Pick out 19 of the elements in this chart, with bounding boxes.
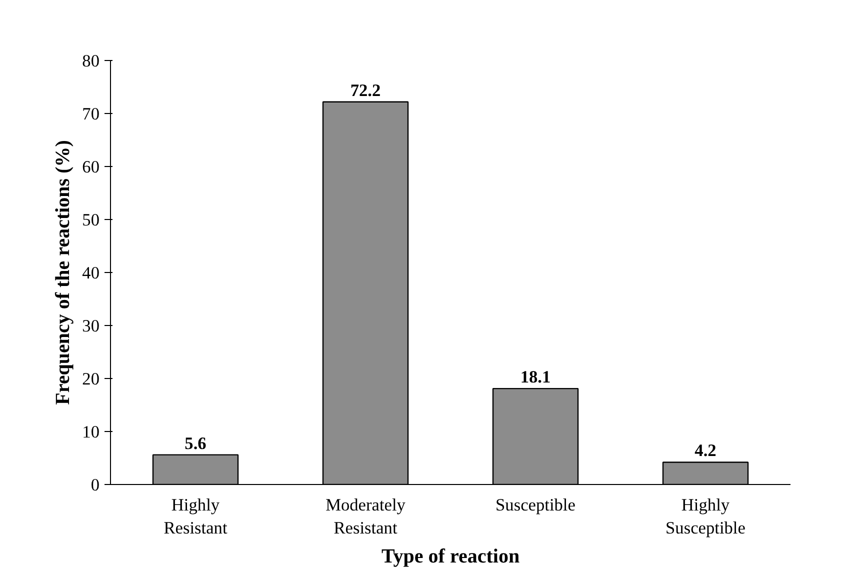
y-tick-label: 0 — [90, 476, 100, 494]
y-axis-title: Frequency of the reactions (%) — [52, 140, 74, 405]
data-label: 5.6 — [184, 434, 207, 453]
data-label: 18.1 — [520, 368, 551, 387]
y-tick-label: 10 — [82, 422, 100, 442]
x-tick-label: Moderately Resistant — [326, 496, 406, 538]
x-axis-title: Type of reaction — [381, 545, 520, 568]
data-label: 72.2 — [350, 80, 381, 100]
y-tick-label: 40 — [82, 264, 100, 282]
y-tick-label: 60 — [82, 158, 100, 176]
x-tick-label: Susceptible — [496, 496, 576, 514]
x-tick-label: Highly Resistant — [164, 496, 228, 538]
x-tick-label: Highly Susceptible — [666, 496, 746, 538]
data-label: 4.2 — [694, 441, 716, 460]
y-tick-label: 50 — [82, 210, 100, 230]
y-tick-label: 80 — [82, 52, 100, 70]
y-tick-label: 30 — [82, 316, 100, 336]
y-tick-label: 20 — [82, 370, 100, 388]
y-tick-label: 70 — [82, 104, 100, 124]
